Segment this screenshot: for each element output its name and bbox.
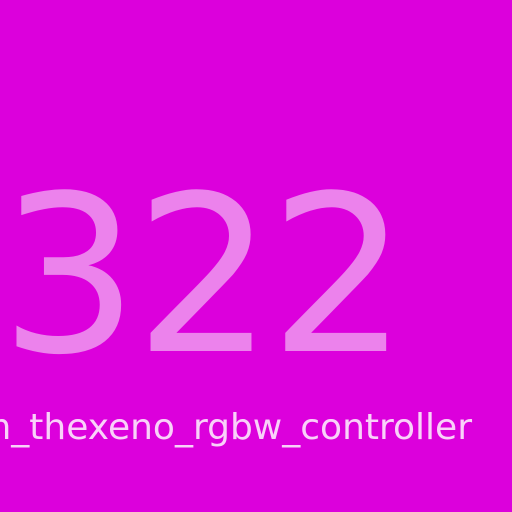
tile-label: m_thexeno_rgbw_controller xyxy=(0,407,472,448)
tile-number: 322 xyxy=(0,150,408,403)
